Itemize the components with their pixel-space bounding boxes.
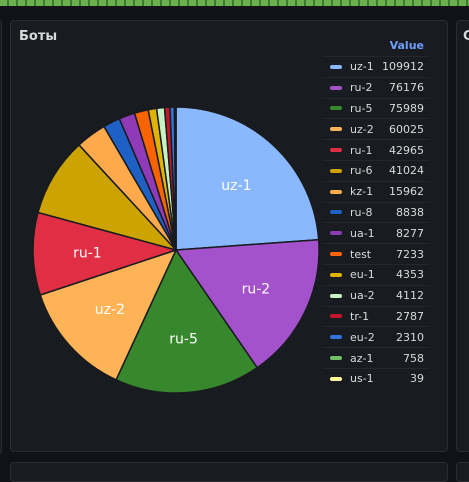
legend-swatch (330, 86, 342, 90)
legend-swatch (330, 169, 342, 173)
legend-swatch (330, 377, 342, 381)
legend-series-name: test (350, 248, 396, 261)
legend-value-header[interactable]: Value (322, 36, 430, 56)
legend-swatch (330, 273, 342, 277)
legend-series-name: ru-5 (350, 102, 389, 115)
legend-swatch (330, 106, 342, 110)
legend-series-name: us-1 (350, 372, 410, 385)
legend-series-value: 4353 (396, 268, 430, 281)
legend-swatch (330, 190, 342, 194)
legend-series-value: 42965 (389, 144, 430, 157)
pie-label-ru-5: ru-5 (169, 331, 198, 347)
legend-series-value: 2787 (396, 310, 430, 323)
legend-swatch (330, 210, 342, 214)
legend-series-value: 8277 (396, 227, 430, 240)
legend-series-value: 4112 (396, 289, 430, 302)
legend-series-name: kz-1 (350, 185, 389, 198)
legend-series-value: 7233 (396, 248, 430, 261)
legend-swatch (330, 65, 342, 69)
legend-series-name: eu-2 (350, 331, 396, 344)
legend-series-value: 2310 (396, 331, 430, 344)
legend-series-name: uz-1 (350, 60, 382, 73)
legend-series-name: ru-1 (350, 144, 389, 157)
legend-series-value: 75989 (389, 102, 430, 115)
legend-series-value: 76176 (389, 81, 430, 94)
legend-series-value: 15962 (389, 185, 430, 198)
legend-series-value: 109912 (382, 60, 430, 73)
legend-series-name: ua-2 (350, 289, 396, 302)
legend-swatch (330, 335, 342, 339)
pie-label-ru-1: ru-1 (73, 245, 102, 261)
pie-label-uz-2: uz-2 (95, 302, 125, 318)
legend-series-value: 758 (403, 352, 430, 365)
legend-swatch (330, 356, 342, 360)
legend-swatch (330, 148, 342, 152)
legend-series-value: 41024 (389, 164, 430, 177)
legend-series-value: 39 (410, 372, 430, 385)
legend-swatch (330, 127, 342, 131)
legend-series-name: ru-8 (350, 206, 396, 219)
legend-swatch (330, 314, 342, 318)
legend-series-value: 60025 (389, 123, 430, 136)
legend-swatch (330, 294, 342, 298)
legend-series-value: 8838 (396, 206, 430, 219)
pie-label-ru-2: ru-2 (242, 281, 271, 297)
legend-series-name: uz-2 (350, 123, 389, 136)
pie-label-uz-1: uz-1 (221, 178, 251, 194)
legend-series-name: ru-6 (350, 164, 389, 177)
legend-series-name: ua-1 (350, 227, 396, 240)
legend-series-name: eu-1 (350, 268, 396, 281)
legend-swatch (330, 252, 342, 256)
legend-series-name: ru-2 (350, 81, 389, 94)
legend-series-name: tr-1 (350, 310, 396, 323)
legend-swatch (330, 231, 342, 235)
legend-series-name: az-1 (350, 352, 403, 365)
